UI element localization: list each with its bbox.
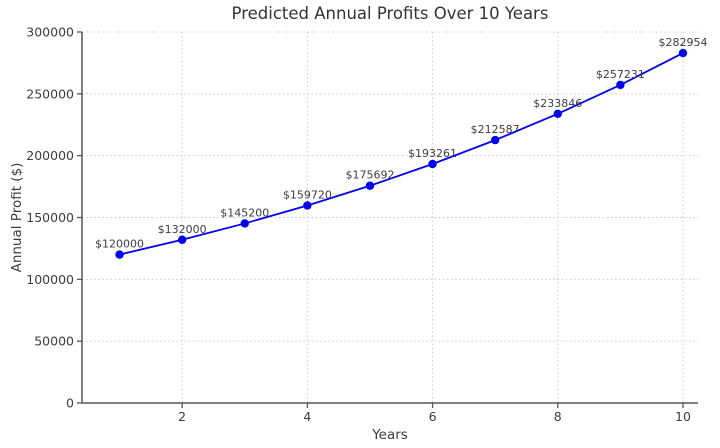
- data-point: [115, 250, 124, 259]
- y-tick-label: 250000: [26, 86, 74, 101]
- data-point-label: $159720: [283, 188, 332, 201]
- y-tick-label: 200000: [26, 148, 74, 163]
- y-axis-label: Annual Profit ($): [9, 163, 25, 273]
- y-tick-label: 0: [66, 396, 74, 411]
- y-tick-label: 100000: [26, 272, 74, 287]
- data-point-label: $212587: [471, 123, 520, 136]
- data-point-label: $193261: [408, 147, 457, 160]
- data-point: [303, 201, 312, 210]
- x-axis-label: Years: [371, 427, 408, 443]
- x-tick-label: 10: [675, 409, 691, 424]
- x-tick-label: 2: [178, 409, 186, 424]
- data-point: [365, 181, 375, 190]
- data-point: [177, 235, 187, 244]
- data-point-label: $132000: [158, 223, 207, 236]
- data-point: [616, 80, 625, 90]
- data-point-label: $257231: [596, 68, 645, 81]
- x-tick-label: 4: [303, 409, 311, 424]
- y-tick-label: 150000: [26, 210, 74, 225]
- gridlines: [82, 31, 698, 404]
- profit-line: [119, 52, 684, 256]
- data-point-label: $282954: [658, 36, 707, 49]
- y-tick-label: 300000: [26, 25, 74, 40]
- profit-series: [115, 48, 688, 259]
- chart-title: Predicted Annual Profits Over 10 Years: [232, 4, 549, 23]
- data-point: [240, 219, 249, 228]
- data-point-label: $145200: [220, 206, 269, 219]
- data-point: [490, 135, 500, 145]
- data-point: [428, 159, 437, 169]
- point-labels: $120000 $132000 $145200 $159720 $175692 $1932…: [95, 36, 707, 251]
- data-point-label: $233846: [533, 97, 582, 110]
- data-point-label: $175692: [345, 169, 394, 182]
- data-point: [678, 48, 688, 58]
- data-point: [553, 109, 562, 119]
- x-tick-label: 8: [554, 409, 562, 424]
- axes: 0 50000 100000 150000 200000 250000 300000 2 4 6 8…: [26, 25, 698, 424]
- x-tick-label: 6: [429, 409, 437, 424]
- y-tick-label: 50000: [34, 334, 74, 349]
- data-point-label: $120000: [95, 238, 144, 251]
